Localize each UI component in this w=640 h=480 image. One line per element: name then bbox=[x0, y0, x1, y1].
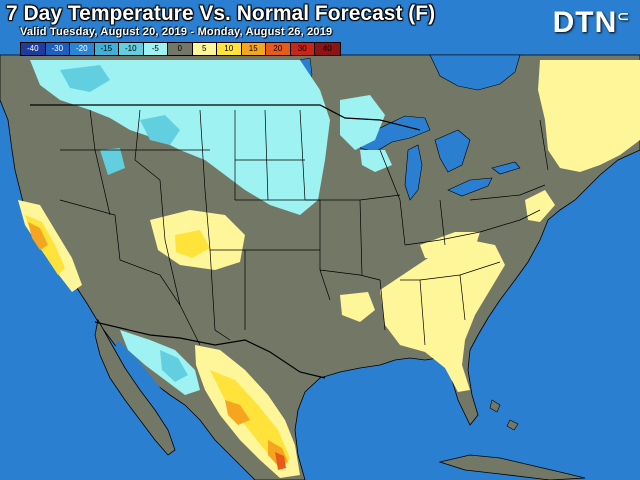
legend-cell: 20 bbox=[266, 43, 291, 55]
dtn-logo: DTN⊂ bbox=[553, 6, 630, 40]
legend-cell: -20 bbox=[70, 43, 95, 55]
anomaly-plus20-mexico bbox=[275, 452, 286, 470]
anomaly-plus15-california bbox=[28, 222, 48, 250]
anomaly-plus5-northeast bbox=[538, 60, 640, 172]
legend-cell: 10 bbox=[217, 43, 242, 55]
logo-text: DTN bbox=[552, 6, 618, 39]
legend-cell: -15 bbox=[94, 43, 119, 55]
legend-cell: 15 bbox=[241, 43, 266, 55]
hudson-bay bbox=[429, 54, 521, 91]
anomaly-minus10-idaho bbox=[100, 148, 125, 175]
anomaly-minus10-montana bbox=[140, 115, 180, 145]
national-borders bbox=[30, 104, 421, 379]
anomaly-minus10-arizona bbox=[160, 350, 188, 382]
lake-ontario bbox=[491, 161, 521, 175]
legend-cell: -40 bbox=[21, 43, 46, 55]
legend-cell: -5 bbox=[143, 43, 168, 55]
legend-cell: 30 bbox=[290, 43, 315, 55]
baja-peninsula bbox=[94, 318, 176, 456]
anomaly-plus5-east-texas bbox=[340, 292, 375, 322]
anomaly-plus15-mexico bbox=[225, 400, 288, 466]
map-title: 7 Day Temperature Vs. Normal Forecast (F… bbox=[6, 2, 436, 25]
lake-erie bbox=[447, 177, 493, 197]
lake-michigan bbox=[404, 144, 423, 201]
anomaly-plus10-utah bbox=[175, 230, 210, 258]
legend-cell: 40 bbox=[315, 43, 340, 55]
cuba-island bbox=[438, 454, 586, 480]
anomaly-minus5-ontario bbox=[360, 150, 392, 172]
anomaly-minus5-north bbox=[30, 60, 330, 215]
temperature-legend: -40 -30 -20 -15 -10 -5 0 5 10 15 20 30 40 bbox=[20, 42, 341, 56]
anomaly-plus5-ohio-valley bbox=[420, 232, 480, 258]
logo-swirl-icon: ⊂ bbox=[617, 8, 630, 24]
legend-cell: -30 bbox=[45, 43, 70, 55]
legend-cell: 5 bbox=[192, 43, 217, 55]
bahamas-islands bbox=[489, 399, 519, 431]
lake-superior bbox=[359, 115, 431, 153]
lake-huron bbox=[434, 129, 471, 173]
legend-cell: 0 bbox=[168, 43, 193, 55]
gulf-of-california bbox=[115, 340, 190, 432]
anomaly-plus5-southeast bbox=[380, 240, 505, 392]
legend-cell: -10 bbox=[119, 43, 144, 55]
valid-date-range: Valid Tuesday, August 20, 2019 - Monday,… bbox=[20, 26, 333, 38]
anomaly-minus10-alberta bbox=[60, 65, 110, 92]
anomaly-minus5-minnesota bbox=[340, 95, 385, 150]
